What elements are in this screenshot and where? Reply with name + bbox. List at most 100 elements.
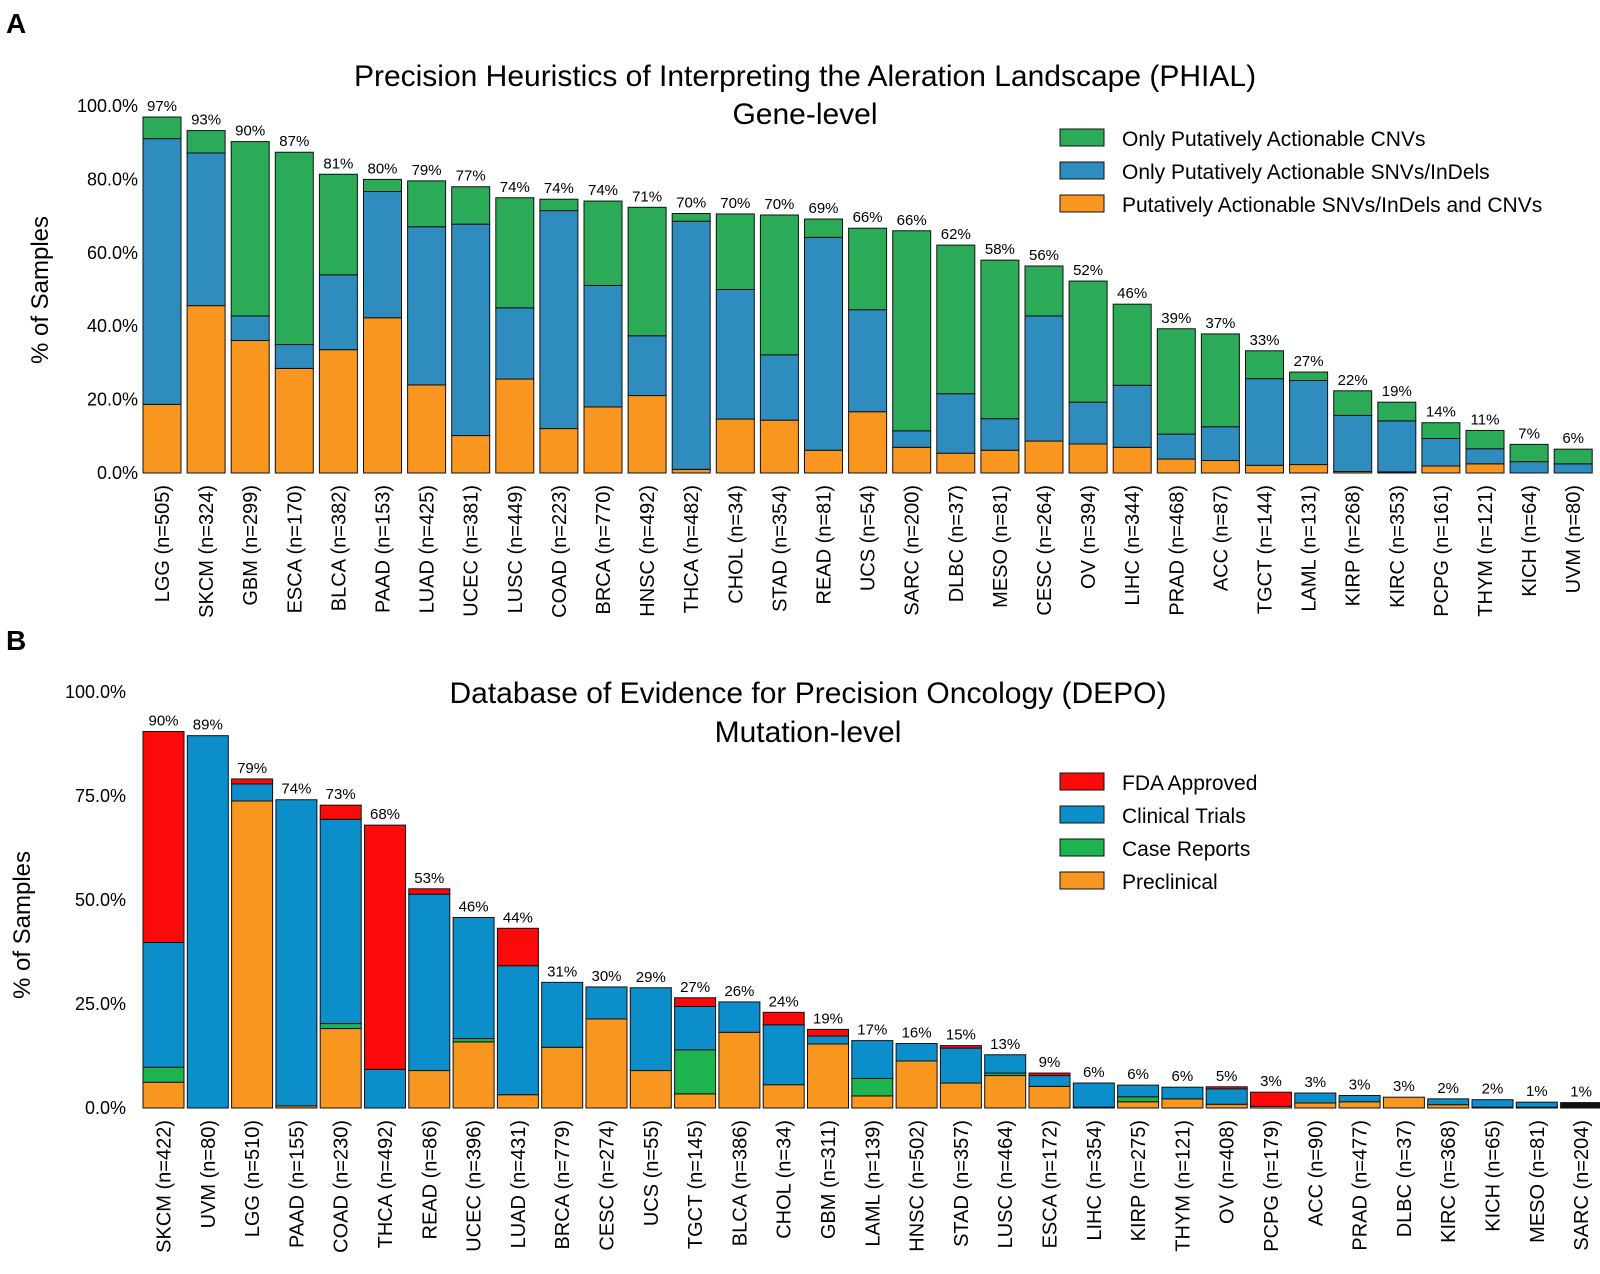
x-tick-label: OV (n=394) (1078, 485, 1100, 589)
y-tick-label: 75.0% (75, 786, 126, 806)
bar-total-label: 5% (1216, 1068, 1238, 1085)
bar-segment (939, 1047, 982, 1084)
bar-total-label: 79% (412, 162, 442, 179)
x-tick-label: MESO (n=81) (990, 485, 1012, 608)
panel-b-label: B (6, 625, 26, 656)
bar-segment (186, 152, 226, 307)
x-tick-label: LGG (n=510) (242, 1120, 264, 1237)
panel-a-label: A (6, 8, 26, 39)
bar-total-label: 74% (544, 180, 574, 197)
legend-label: Only Putatively Actionable CNVs (1122, 128, 1425, 151)
bar-segment (452, 1041, 495, 1109)
bar-total-label: 89% (193, 717, 223, 734)
bar-segment (807, 1043, 849, 1109)
x-tick-label: CHOL (n=34) (774, 1120, 796, 1239)
bar-segment (762, 1084, 805, 1109)
x-tick-label: THYM (n=121) (1475, 485, 1497, 617)
bar-segment (1250, 1091, 1292, 1107)
bar-total-label: 66% (853, 209, 883, 226)
bar-segment (495, 307, 535, 380)
bar-segment (275, 799, 318, 1107)
bar-segment (1553, 463, 1593, 474)
bar-segment (274, 367, 314, 474)
bar-segment (1068, 280, 1108, 403)
bar-segment (1338, 1101, 1381, 1109)
y-tick-label: 100.0% (77, 96, 138, 116)
bar-segment (671, 213, 711, 222)
bar-segment (936, 244, 976, 395)
bar-segment (1245, 378, 1284, 466)
bar-segment (318, 173, 358, 276)
bar-segment (1200, 426, 1240, 462)
x-tick-label: ESCA (n=170) (284, 485, 306, 613)
x-tick-label: KIRP (n=268) (1343, 485, 1365, 606)
bar-segment (231, 783, 274, 802)
x-tick-label: KICH (n=65) (1483, 1120, 1505, 1232)
bar-segment (718, 1001, 761, 1033)
bar-total-label: 27% (1294, 353, 1324, 370)
bar-total-label: 11% (1471, 411, 1500, 428)
bar-total-label: 6% (1562, 430, 1584, 447)
bar-segment (230, 141, 270, 317)
bar-segment (848, 411, 888, 474)
bar-total-label: 16% (902, 1025, 932, 1042)
bar-segment (715, 418, 755, 474)
bar-segment (407, 226, 447, 386)
bar-segment (1200, 460, 1240, 474)
bar-total-label: 30% (591, 968, 621, 985)
bar-segment (939, 1045, 982, 1049)
x-tick-label: STAD (n=354) (769, 485, 791, 612)
bar-segment (804, 449, 843, 474)
bar-total-label: 73% (326, 786, 356, 803)
bar-total-label: 90% (148, 713, 178, 730)
bar-total-label: 3% (1393, 1078, 1415, 1095)
x-tick-label: PAAD (n=153) (373, 485, 395, 613)
bar-segment (984, 1075, 1027, 1109)
bar-total-label: 3% (1349, 1077, 1371, 1094)
bar-segment (1509, 461, 1549, 474)
bar-total-label: 70% (676, 195, 706, 212)
bar-segment (1333, 414, 1373, 473)
bar-total-label: 29% (636, 969, 666, 986)
bar-segment (142, 1081, 185, 1109)
bar-total-label: 52% (1073, 262, 1103, 279)
x-tick-label: UVM (n=80) (198, 1120, 220, 1228)
bar-segment (142, 138, 182, 405)
x-tick-label: UCEC (n=396) (464, 1120, 486, 1252)
bar-total-label: 22% (1338, 372, 1368, 389)
x-tick-label: SKCM (n=422) (154, 1120, 176, 1253)
x-tick-label: DLBC (n=37) (1394, 1120, 1416, 1237)
bar-total-label: 33% (1249, 332, 1279, 349)
x-tick-label: CESC (n=274) (597, 1120, 619, 1251)
bar-segment (1515, 1101, 1558, 1108)
bar-segment (319, 818, 362, 1025)
bar-segment (1112, 384, 1152, 448)
bar-segment (452, 916, 495, 1040)
bar-segment (363, 317, 402, 474)
panel-a-bars: 97% LGG (n=505) 93% SKCM (n=324) 90% GBM (n=2… (142, 98, 1593, 618)
x-tick-label: PAAD (n=155) (286, 1120, 308, 1248)
bar-segment (1205, 1086, 1248, 1090)
bar-segment (274, 151, 314, 346)
bar-segment (495, 197, 535, 309)
bar-total-label: 2% (1482, 1081, 1504, 1098)
y-tick-label: 80.0% (87, 169, 138, 189)
bar-segment (1028, 1085, 1071, 1109)
x-tick-label: LIHC (n=344) (1122, 485, 1144, 606)
x-tick-label: ACC (n=90) (1305, 1120, 1327, 1226)
x-tick-label: UCEC (n=381) (461, 485, 483, 617)
x-tick-label: READ (n=86) (419, 1120, 441, 1240)
bar-segment (1377, 420, 1417, 473)
bar-segment (1028, 1075, 1071, 1087)
x-tick-label: TGCT (n=145) (685, 1120, 707, 1249)
x-tick-label: LUSC (n=449) (505, 485, 527, 613)
x-tick-label: LUSC (n=464) (995, 1120, 1017, 1248)
bar-total-label: 6% (1127, 1066, 1149, 1083)
legend-label: Clinical Trials (1122, 805, 1246, 828)
bar-segment (984, 1054, 1027, 1074)
bar-segment (1205, 1088, 1248, 1105)
bar-total-label: 37% (1205, 315, 1235, 332)
bar-segment (674, 1093, 717, 1109)
bar-segment (1333, 390, 1373, 416)
x-tick-label: LIHC (n=354) (1084, 1120, 1106, 1241)
